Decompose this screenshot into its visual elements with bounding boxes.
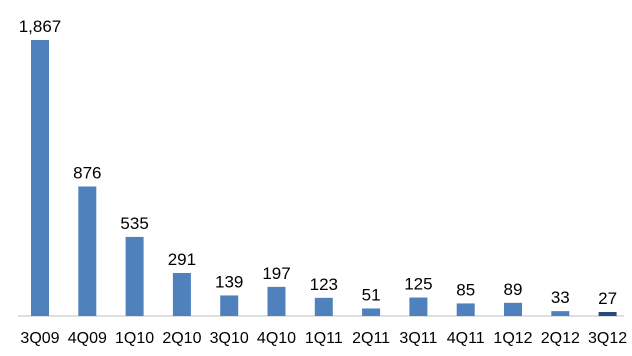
x-tick-label-3Q09: 3Q09 bbox=[20, 330, 59, 347]
bar-value-label-4Q11: 85 bbox=[456, 280, 475, 299]
bar-labels-group: 1,867 876 535 291 139 197 123 51 125 85 89 33 27 bbox=[19, 17, 617, 308]
x-tick-label-4Q11: 4Q11 bbox=[447, 330, 485, 347]
x-tick-label-3Q11: 3Q11 bbox=[399, 330, 437, 347]
bar-4Q10 bbox=[267, 286, 286, 316]
x-tick-label-4Q10: 4Q10 bbox=[257, 330, 296, 347]
bar-1Q10 bbox=[125, 236, 144, 316]
bar-3Q10 bbox=[220, 295, 239, 316]
x-tick-label-1Q12: 1Q12 bbox=[493, 330, 532, 347]
bar-value-label-2Q11: 51 bbox=[362, 285, 381, 304]
bar-1Q11 bbox=[314, 297, 333, 316]
bar-value-label-3Q10: 139 bbox=[215, 272, 243, 291]
bar-3Q12 bbox=[598, 312, 617, 316]
bar-2Q12 bbox=[551, 311, 570, 316]
bar-3Q11 bbox=[409, 297, 428, 316]
bar-3Q09 bbox=[31, 40, 49, 316]
x-tick-label-2Q10: 2Q10 bbox=[162, 330, 201, 347]
bar-value-label-3Q09: 1,867 bbox=[19, 17, 62, 36]
bar-value-label-1Q10: 535 bbox=[120, 214, 148, 233]
bar-value-label-2Q12: 33 bbox=[551, 288, 570, 307]
bar-2Q10 bbox=[172, 272, 191, 316]
x-tick-label-2Q12: 2Q12 bbox=[541, 330, 580, 347]
x-tick-label-2Q11: 2Q11 bbox=[352, 330, 390, 347]
bar-value-label-2Q10: 291 bbox=[168, 250, 196, 269]
tick-labels-group: 3Q09 4Q09 1Q10 2Q10 3Q10 4Q10 1Q11 2Q11 3Q11 4Q11… bbox=[20, 330, 627, 347]
bar-value-label-4Q09: 876 bbox=[73, 164, 101, 183]
bars-group bbox=[31, 40, 617, 316]
x-tick-label-1Q10: 1Q10 bbox=[115, 330, 154, 347]
x-tick-label-3Q12: 3Q12 bbox=[588, 330, 627, 347]
x-tick-label-4Q09: 4Q09 bbox=[68, 330, 107, 347]
bar-value-label-1Q11: 123 bbox=[310, 275, 338, 294]
bar-2Q11 bbox=[362, 308, 381, 316]
x-tick-label-1Q11: 1Q11 bbox=[305, 330, 343, 347]
x-tick-label-3Q10: 3Q10 bbox=[210, 330, 249, 347]
bar-1Q12 bbox=[504, 302, 522, 316]
bar-value-label-4Q10: 197 bbox=[262, 264, 290, 283]
bar-value-label-3Q11: 125 bbox=[404, 275, 432, 294]
bar-value-label-3Q12: 27 bbox=[598, 289, 617, 308]
bar-4Q11 bbox=[456, 303, 475, 316]
bar-value-label-1Q12: 89 bbox=[504, 280, 523, 299]
bar-4Q09 bbox=[78, 186, 97, 316]
